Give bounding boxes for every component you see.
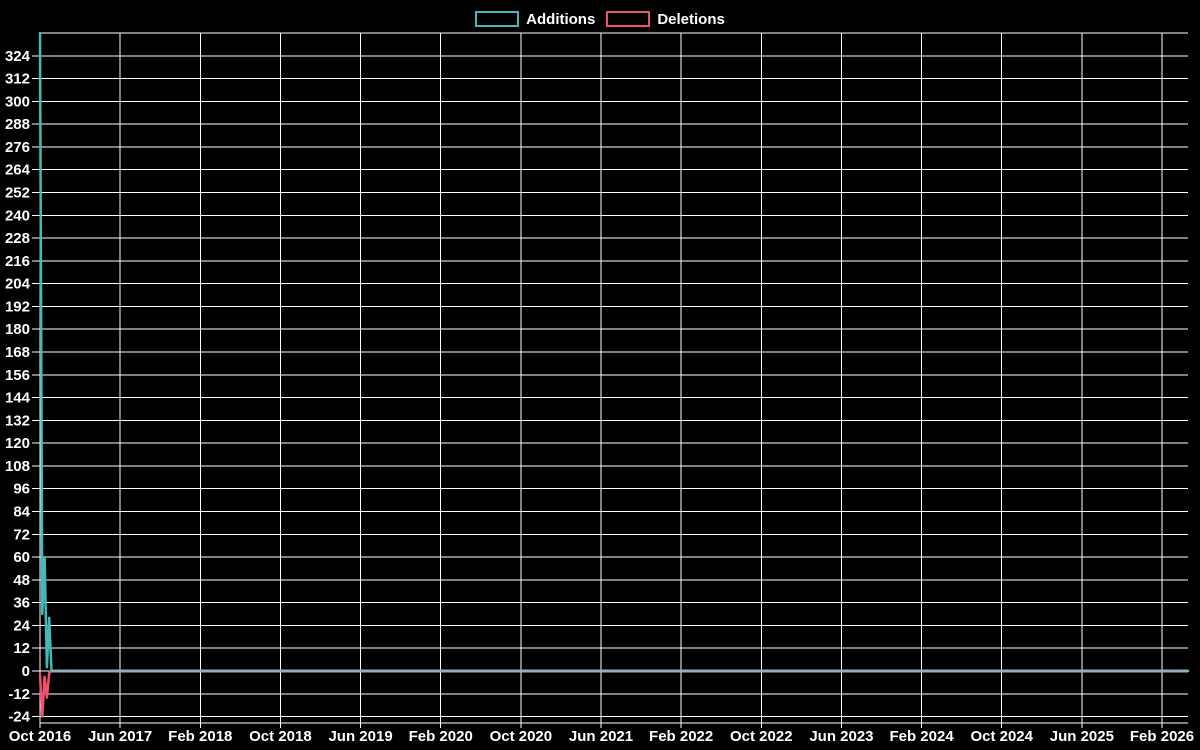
x-tick-label: Feb 2022 <box>649 728 713 745</box>
y-tick-label: 120 <box>5 435 30 452</box>
x-tick-label: Jun 2025 <box>1050 728 1114 745</box>
y-tick-label: 60 <box>13 549 30 566</box>
legend-label-additions: Additions <box>526 10 596 28</box>
legend-item-additions[interactable]: Additions <box>475 11 595 27</box>
y-tick-label: 156 <box>5 367 30 384</box>
x-tick-label: Oct 2018 <box>249 728 312 745</box>
additions-swatch-icon <box>475 11 520 27</box>
y-tick-label: 312 <box>5 71 30 88</box>
chart-legend: Additions Deletions <box>0 8 1200 30</box>
y-tick-label: 108 <box>5 458 30 475</box>
y-tick-label: 216 <box>5 253 30 270</box>
y-tick-label: 24 <box>13 617 30 634</box>
x-tick-label: Feb 2024 <box>889 728 954 745</box>
additions-line <box>38 31 1190 673</box>
y-tick-label: 204 <box>5 276 31 293</box>
y-tick-label: 12 <box>13 640 30 657</box>
y-tick-label: -24 <box>8 709 30 726</box>
x-tick-label: Oct 2020 <box>490 728 553 745</box>
y-tick-label: -12 <box>8 686 30 703</box>
y-tick-label: 144 <box>5 390 31 407</box>
x-tick-label: Feb 2018 <box>168 728 232 745</box>
y-tick-label: 96 <box>13 481 30 498</box>
y-tick-label: 0 <box>22 663 30 680</box>
y-tick-label: 288 <box>5 116 30 133</box>
deletions-swatch-icon <box>606 11 651 27</box>
y-tick-label: 132 <box>5 412 30 429</box>
legend-item-deletions[interactable]: Deletions <box>606 11 725 27</box>
x-tick-label: Jun 2021 <box>569 728 633 745</box>
y-tick-label: 180 <box>5 321 30 338</box>
y-tick-label: 252 <box>5 185 30 202</box>
x-tick-label: Feb 2020 <box>409 728 473 745</box>
y-tick-label: 228 <box>5 230 30 247</box>
x-tick-label: Feb 2026 <box>1130 728 1194 745</box>
x-tick-label: Jun 2019 <box>328 728 392 745</box>
x-tick-label: Oct 2022 <box>730 728 793 745</box>
x-tick-label: Oct 2024 <box>970 728 1033 745</box>
y-tick-label: 36 <box>13 595 30 612</box>
y-tick-label: 168 <box>5 344 30 361</box>
legend-label-deletions: Deletions <box>657 10 725 28</box>
y-tick-label: 264 <box>5 162 31 179</box>
y-tick-label: 48 <box>13 572 30 589</box>
y-tick-label: 300 <box>5 93 30 110</box>
x-tick-label: Jun 2023 <box>809 728 873 745</box>
y-tick-label: 192 <box>5 298 30 315</box>
y-tick-label: 240 <box>5 207 30 224</box>
x-tick-label: Oct 2016 <box>9 728 72 745</box>
y-tick-label: 324 <box>5 48 31 65</box>
y-tick-label: 84 <box>13 504 30 521</box>
x-tick-label: Jun 2017 <box>88 728 152 745</box>
y-tick-label: 276 <box>5 139 30 156</box>
y-tick-label: 72 <box>13 526 30 543</box>
